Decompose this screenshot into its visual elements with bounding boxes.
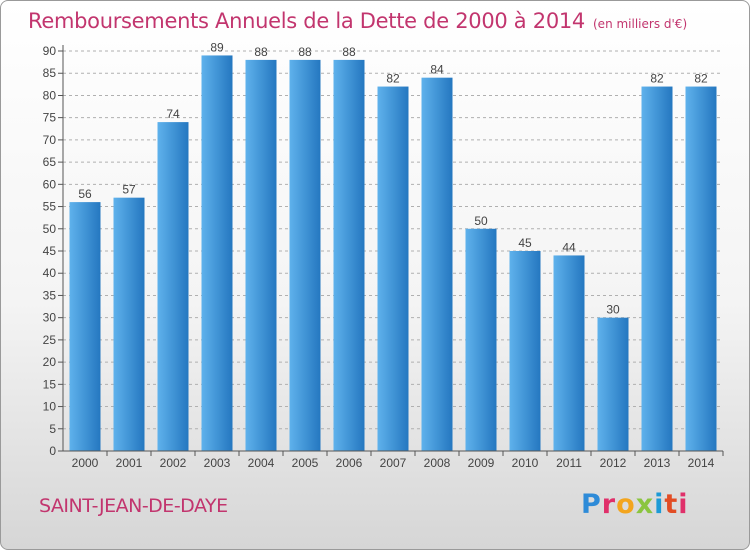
data-label: 57	[122, 183, 136, 197]
logo-letter: o	[616, 489, 636, 520]
y-tick-label: 70	[43, 133, 57, 147]
chart-title: Remboursements Annuels de la Dette de 20…	[28, 9, 687, 33]
bar	[421, 77, 453, 452]
data-labels: 56 57 74 89 88 88 88 82 84 50 45 44 30 82 82	[78, 40, 708, 316]
data-label: 82	[650, 72, 664, 86]
bar	[553, 255, 585, 451]
bar	[157, 122, 189, 451]
x-tick-label: 2010	[512, 456, 539, 470]
y-tick-label: 40	[43, 266, 57, 280]
chart-title-text: Remboursements Annuels de la Dette de 20…	[28, 9, 585, 33]
bar	[641, 86, 673, 452]
data-label: 88	[342, 45, 356, 59]
data-label: 50	[474, 214, 488, 228]
bars	[69, 55, 717, 452]
bar	[377, 86, 409, 452]
logo-letter: r	[601, 489, 617, 520]
bar	[245, 59, 277, 452]
x-tick-label: 2001	[116, 456, 143, 470]
y-tick-label: 15	[43, 377, 57, 391]
logo-letter: i	[678, 489, 689, 520]
data-label: 56	[78, 187, 92, 201]
x-tick-label: 2012	[600, 456, 627, 470]
bar	[465, 228, 497, 451]
data-label: 88	[298, 45, 312, 59]
x-tick-label: 2007	[380, 456, 407, 470]
data-label: 44	[562, 240, 576, 254]
bar	[685, 86, 717, 452]
data-label: 84	[430, 63, 444, 77]
data-label: 88	[254, 45, 268, 59]
x-tick-label: 2011	[556, 456, 582, 470]
x-tick-label: 2002	[160, 456, 187, 470]
commune-name: SAINT-JEAN-DE-DAYE	[39, 495, 228, 517]
bar	[201, 55, 233, 451]
y-tick-label: 75	[43, 111, 57, 125]
x-tick-label: 2005	[292, 456, 319, 470]
x-tick-label: 2004	[248, 456, 275, 470]
y-tick-label: 35	[43, 288, 57, 302]
x-tick-label: 2003	[204, 456, 231, 470]
bar	[289, 59, 321, 452]
bar	[509, 251, 541, 451]
y-tick-label: 85	[43, 66, 57, 80]
y-tick-label: 5	[49, 422, 56, 436]
x-tick-label: 2014	[688, 456, 715, 470]
y-tick-label: 80	[43, 88, 57, 102]
chart-subtitle: (en milliers d'€)	[593, 17, 688, 31]
x-tick-label: 2008	[424, 456, 451, 470]
y-tick-label: 25	[43, 333, 57, 347]
y-tick-label: 65	[43, 155, 57, 169]
data-label: 89	[210, 40, 224, 54]
y-tick-label: 10	[43, 400, 57, 414]
y-tick-label: 45	[43, 244, 57, 258]
x-tick-label: 2013	[644, 456, 671, 470]
data-label: 45	[518, 236, 532, 250]
y-tick-label: 0	[49, 444, 56, 458]
logo-letter: P	[581, 489, 602, 520]
logo-letter: x	[635, 489, 655, 520]
x-tick-label: 2009	[468, 456, 495, 470]
data-label: 82	[694, 72, 708, 86]
bar	[597, 317, 629, 451]
data-label: 82	[386, 72, 400, 86]
bar	[333, 59, 365, 452]
y-tick-label: 30	[43, 311, 57, 325]
bar	[69, 202, 101, 451]
y-tick-label: 55	[43, 200, 57, 214]
x-tick-label: 2000	[72, 456, 99, 470]
proxiti-logo: Proxiti	[581, 489, 689, 520]
y-tick-label: 50	[43, 222, 57, 236]
bar	[113, 197, 145, 451]
y-tick-label: 60	[43, 177, 57, 191]
y-tick-label: 20	[43, 355, 57, 369]
data-label: 30	[606, 303, 620, 317]
axes: 0 5 10 15 20 25 30 35 40 45 50 55 60 65 70 75 80 85 90 2000…	[43, 44, 724, 470]
logo-letter: i	[654, 489, 665, 520]
logo-letter: t	[664, 489, 679, 520]
x-tick-label: 2006	[336, 456, 363, 470]
y-tick-label: 90	[43, 44, 57, 58]
data-label: 74	[166, 107, 180, 121]
